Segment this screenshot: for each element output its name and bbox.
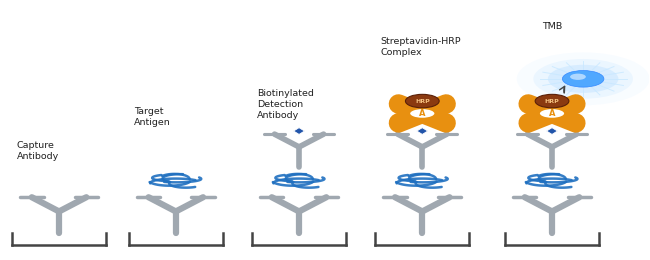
Circle shape	[562, 70, 604, 87]
Text: HRP: HRP	[545, 99, 560, 103]
Text: A: A	[549, 109, 555, 118]
Circle shape	[406, 94, 439, 108]
Text: Capture
Antibody: Capture Antibody	[17, 141, 59, 161]
Circle shape	[517, 52, 649, 105]
Text: TMB: TMB	[542, 22, 562, 31]
Circle shape	[539, 108, 565, 119]
Circle shape	[570, 74, 586, 80]
Circle shape	[548, 65, 618, 93]
Text: Target
Antigen: Target Antigen	[134, 107, 170, 127]
Circle shape	[534, 59, 633, 99]
Text: A: A	[419, 109, 426, 118]
Polygon shape	[547, 128, 558, 134]
Polygon shape	[417, 128, 428, 134]
Polygon shape	[294, 128, 305, 134]
Text: HRP: HRP	[415, 99, 430, 103]
Text: Biotinylated
Detection
Antibody: Biotinylated Detection Antibody	[257, 89, 314, 120]
Circle shape	[410, 108, 436, 119]
Text: Streptavidin-HRP
Complex: Streptavidin-HRP Complex	[380, 37, 461, 57]
Circle shape	[535, 94, 569, 108]
